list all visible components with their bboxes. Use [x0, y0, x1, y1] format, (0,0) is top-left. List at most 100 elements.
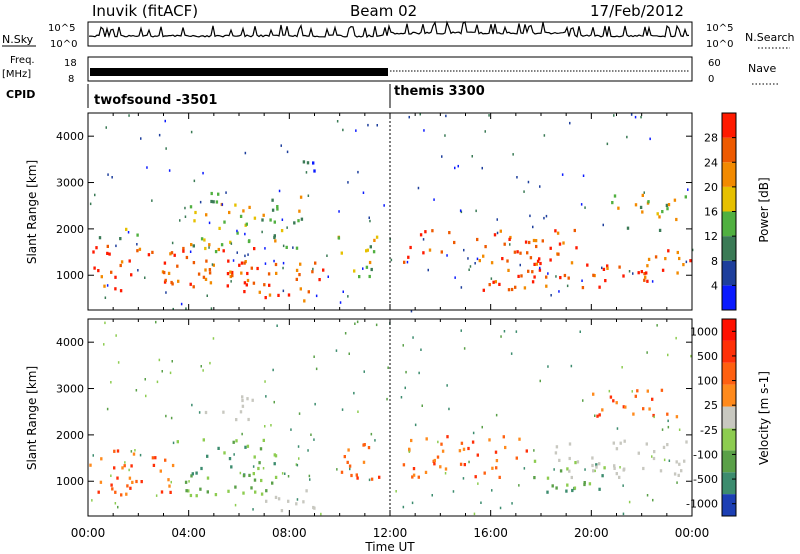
- power-y-axis-label: Slant Range [km]: [25, 160, 39, 264]
- data-cell: [366, 248, 369, 252]
- data-cell: [606, 264, 609, 268]
- noise-cell: [308, 474, 311, 478]
- noise-cell: [649, 137, 651, 141]
- data-cell: [531, 270, 534, 274]
- noise-cell: [463, 347, 466, 350]
- data-cell: [271, 208, 275, 212]
- data-cell: [293, 221, 296, 225]
- noise-cell: [135, 389, 138, 392]
- data-cell: [252, 281, 256, 285]
- data-cell: [140, 480, 143, 484]
- noise-cell: [111, 176, 113, 179]
- data-cell: [120, 493, 123, 497]
- data-cell: [448, 231, 451, 235]
- data-cell: [362, 460, 366, 464]
- data-cell: [214, 493, 218, 497]
- data-cell: [678, 462, 681, 466]
- x-tick-label: 04:00: [171, 526, 206, 540]
- noise-cell: [247, 253, 249, 256]
- data-cell: [653, 450, 656, 454]
- frequency-trace: [90, 68, 388, 76]
- data-cell: [412, 467, 416, 471]
- data-cell: [362, 443, 365, 447]
- noise-cell: [124, 461, 126, 464]
- freq-panel: Freq. [MHz] 18 8 60 0 Nave: [2, 55, 778, 85]
- colorbar-tick-label: 16: [704, 206, 718, 219]
- colorbar-swatch: [722, 186, 736, 212]
- data-cell: [313, 506, 316, 510]
- noise-cell: [390, 258, 393, 262]
- noise-cell: [290, 428, 292, 431]
- noise-cell: [161, 370, 163, 373]
- noise-cell: [363, 370, 365, 373]
- data-cell: [93, 266, 96, 270]
- noise-cell: [185, 307, 187, 310]
- data-cell: [177, 279, 180, 283]
- noise-cell: [594, 414, 596, 417]
- data-cell: [534, 239, 538, 243]
- noise-cell: [264, 262, 267, 265]
- data-cell: [425, 437, 428, 441]
- data-cell: [436, 455, 440, 459]
- colorbar-tick-label: 25: [704, 399, 718, 412]
- colorbar-swatch: [722, 319, 736, 341]
- data-cell: [205, 213, 208, 217]
- data-cell: [652, 456, 656, 461]
- noise-cell: [616, 427, 619, 430]
- colorbar-frame: [721, 318, 737, 517]
- noise-cell: [471, 155, 473, 158]
- data-cell: [539, 261, 542, 266]
- data-cell: [299, 287, 302, 291]
- data-cell: [185, 489, 188, 493]
- data-cell: [106, 251, 109, 255]
- data-cell: [642, 466, 645, 471]
- noise-cell: [437, 440, 439, 444]
- data-cell: [471, 440, 475, 444]
- colorbar-swatch: [722, 285, 736, 310]
- noise-cell: [106, 407, 109, 411]
- noise-cell: [606, 142, 609, 146]
- data-cell: [499, 229, 502, 233]
- noise-cell: [421, 404, 423, 407]
- data-cell: [307, 290, 310, 294]
- noise-cell: [509, 243, 511, 246]
- data-cell: [634, 203, 638, 207]
- data-cell: [202, 438, 205, 442]
- data-cell: [559, 469, 563, 473]
- noise-cell: [155, 320, 157, 324]
- noise-cell: [445, 114, 447, 118]
- noise-cell: [198, 411, 201, 414]
- data-cell: [446, 435, 449, 439]
- noise-cell: [495, 413, 498, 417]
- noise-cell: [475, 209, 477, 213]
- noise-cell: [94, 193, 96, 197]
- data-cell: [559, 276, 562, 280]
- noise-cell: [499, 506, 502, 510]
- data-cell: [274, 239, 277, 243]
- noise-cell: [158, 358, 161, 362]
- noise-cell: [632, 272, 634, 275]
- data-cell: [673, 198, 677, 202]
- data-cell: [119, 263, 122, 268]
- colorbar-swatch: [722, 211, 736, 237]
- data-cell: [459, 462, 463, 466]
- data-cell: [439, 465, 442, 469]
- noise-cell: [344, 332, 347, 335]
- data-cell: [664, 257, 667, 261]
- noise-cell: [234, 503, 237, 507]
- data-cell: [163, 271, 166, 275]
- data-cell: [422, 251, 425, 255]
- data-cell: [636, 389, 639, 393]
- data-cell: [267, 272, 271, 276]
- nsky-label: N.Sky: [2, 33, 34, 46]
- data-cell: [355, 473, 358, 477]
- data-cell: [170, 251, 174, 255]
- noise-cell: [314, 402, 316, 406]
- data-cell: [298, 209, 301, 213]
- data-cell: [273, 462, 276, 466]
- noise-cell: [342, 128, 344, 132]
- noise-cell: [264, 247, 266, 250]
- colorbar-tick-label: 20: [704, 181, 718, 194]
- data-cell: [229, 274, 232, 279]
- data-cell: [591, 456, 594, 460]
